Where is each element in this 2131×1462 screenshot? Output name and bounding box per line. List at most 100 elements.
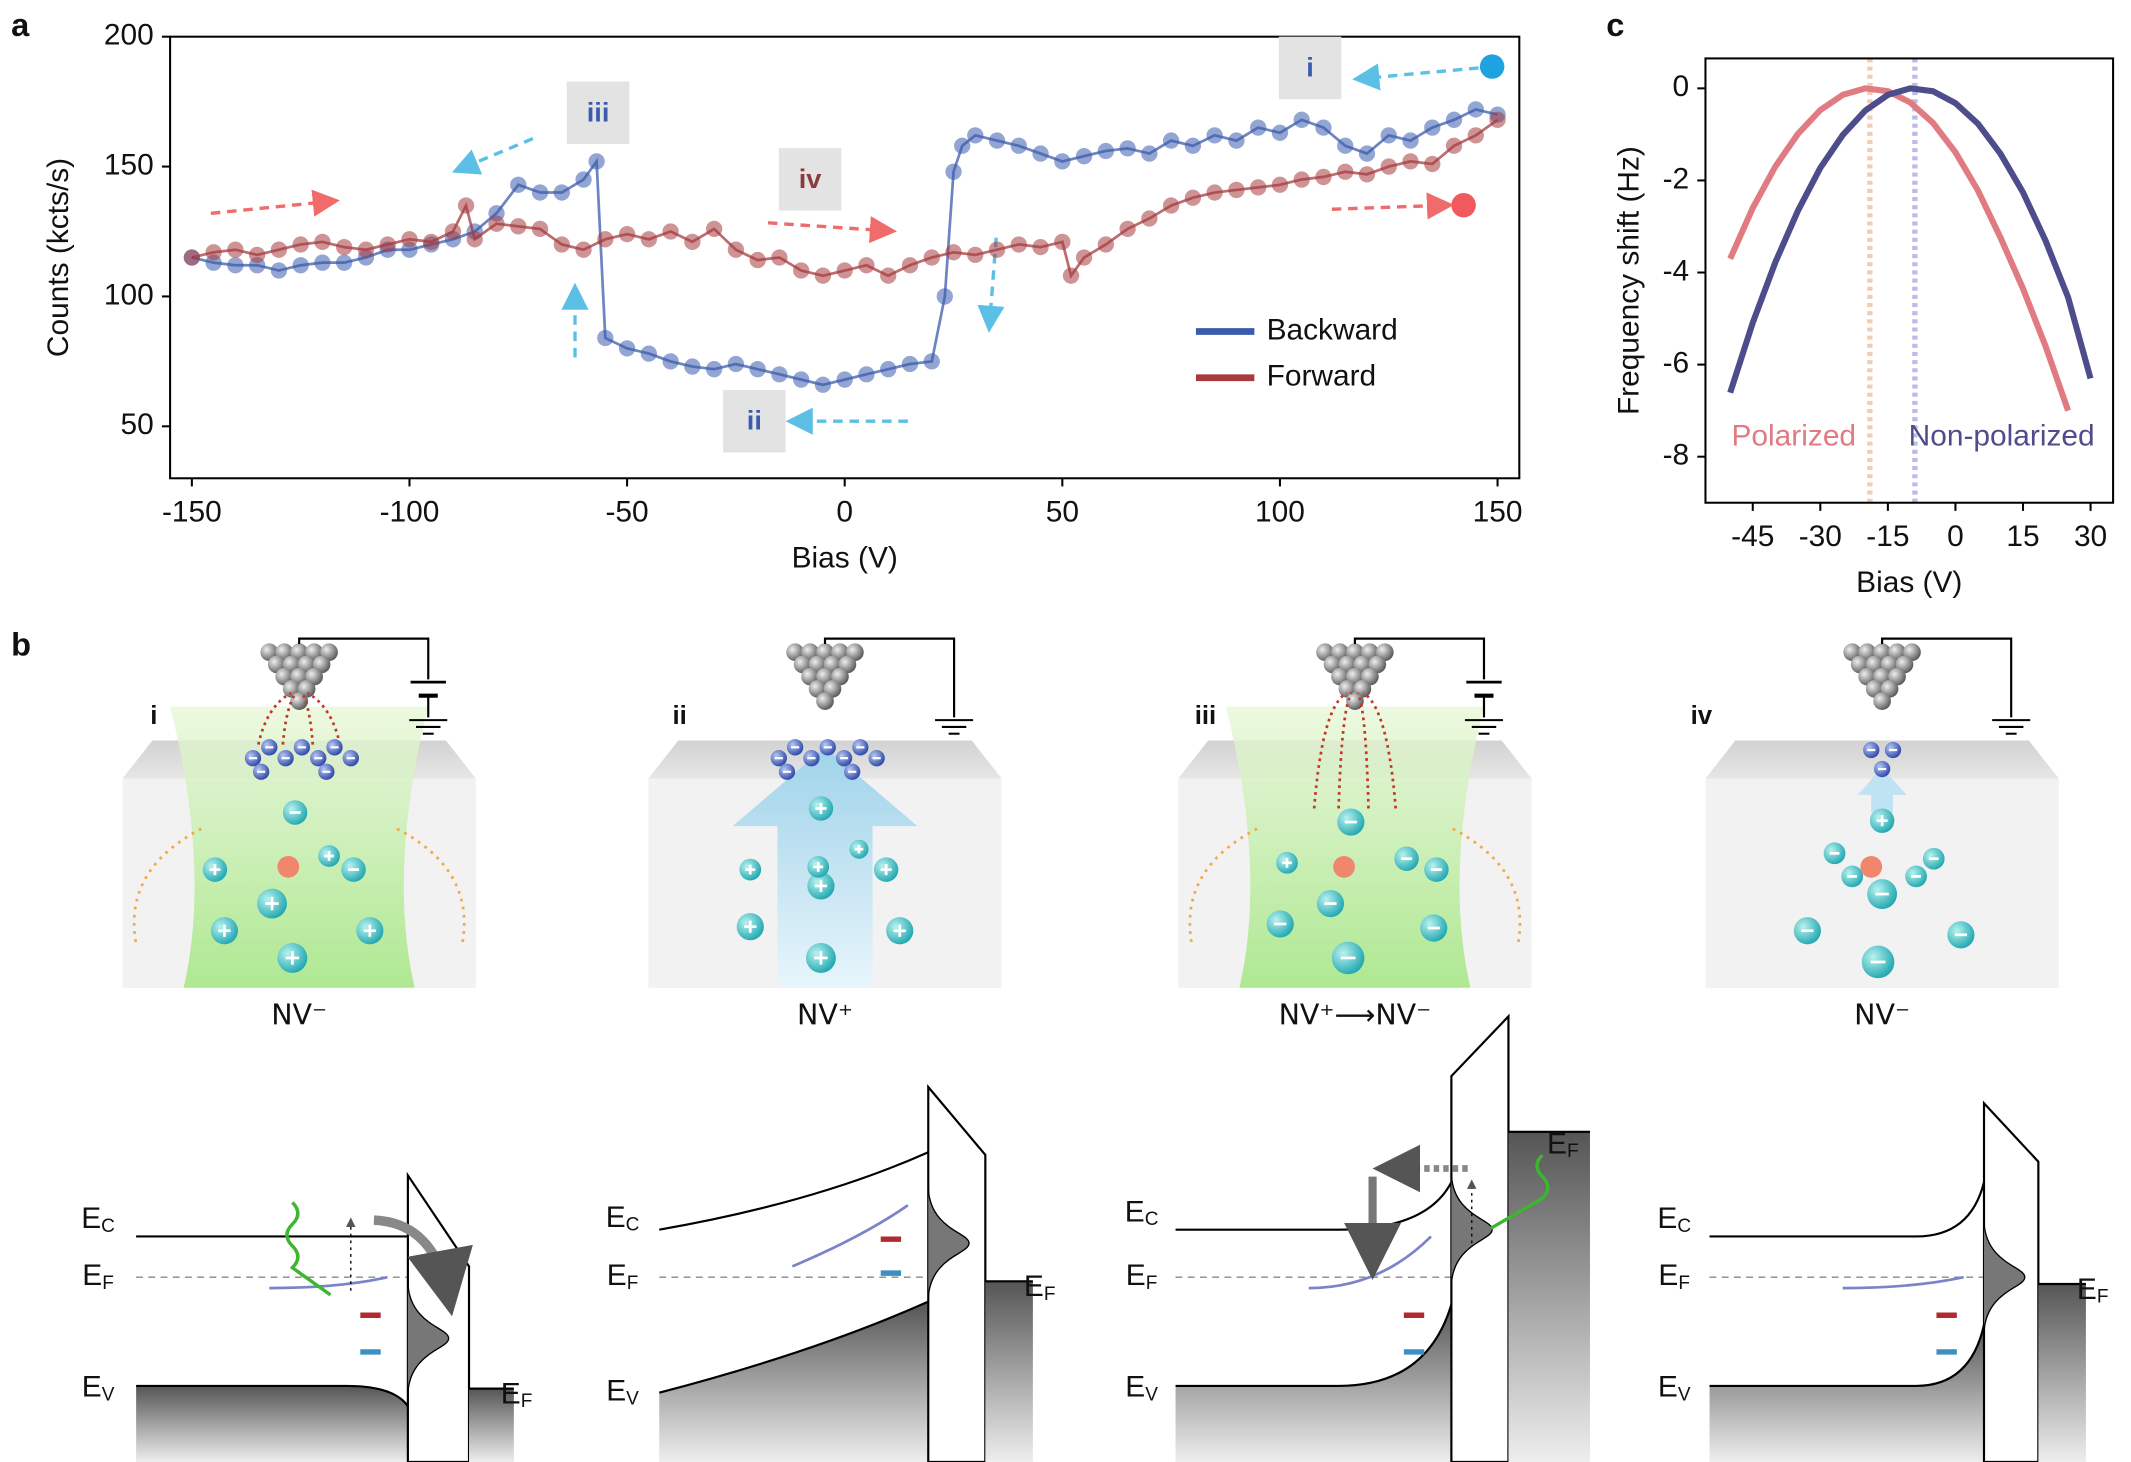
data-point [1489, 111, 1506, 128]
band-subscript: F [102, 1273, 114, 1294]
data-point [1162, 132, 1180, 149]
data-point [531, 220, 549, 238]
annotation-box [566, 81, 630, 145]
emission-arrow [1362, 691, 1398, 809]
data-point [814, 267, 832, 284]
y-tick-label: 200 [104, 19, 154, 52]
metal [985, 1281, 1033, 1462]
defect-level [1842, 1275, 1964, 1290]
data-point [988, 241, 1006, 258]
y-axis-label: Frequency shift (Hz) [1613, 146, 1646, 415]
data-point [1075, 249, 1093, 266]
data-point [1445, 111, 1463, 128]
band-symbol: E [606, 1375, 626, 1408]
conduction-band [659, 1151, 929, 1231]
data-point [1010, 236, 1027, 253]
data-point [510, 218, 527, 235]
data-point [1119, 220, 1136, 238]
barrier [927, 1084, 987, 1462]
data-point [1315, 168, 1332, 186]
data-point [1054, 233, 1071, 251]
data-point [336, 254, 353, 271]
nv-center [1333, 856, 1355, 878]
data-point [1424, 155, 1441, 173]
data-point [1271, 176, 1289, 193]
field-arrow [1857, 767, 1907, 813]
data-point [1467, 101, 1484, 118]
defect-level [791, 1204, 909, 1268]
x-tick-label: -150 [162, 495, 222, 528]
diffusion-arrow [1188, 827, 1258, 945]
data-point [1358, 166, 1376, 183]
x-tick-label: -100 [380, 495, 440, 528]
band-label: EC [606, 1201, 640, 1236]
band-label: EV [606, 1375, 639, 1410]
y-tick-label: 50 [121, 408, 154, 441]
data-point [936, 288, 953, 305]
metal [469, 1388, 514, 1462]
data-point [901, 257, 919, 274]
data-point [575, 171, 592, 188]
band-subscript: F [521, 1391, 533, 1412]
x-tick-label: 0 [1947, 520, 1964, 553]
roman-label: i [150, 702, 157, 730]
band-label: EV [1658, 1371, 1691, 1406]
legend-label: Backward [1267, 313, 1398, 346]
series-line [191, 107, 1498, 387]
panel-label: b [11, 625, 31, 662]
x-tick-label: -15 [1866, 520, 1909, 553]
data-point [1271, 124, 1289, 141]
data-point [1184, 189, 1202, 206]
emission-arrow [257, 691, 292, 745]
band-subscript: C [626, 1215, 640, 1236]
data-point [401, 231, 418, 248]
data-point [618, 340, 636, 357]
data-point [771, 366, 788, 383]
data-point [1062, 267, 1080, 284]
wire [298, 637, 430, 680]
valence-fill [136, 1385, 408, 1462]
charge-state: NV⁺ [797, 998, 853, 1031]
band-label: EF [1024, 1270, 1056, 1305]
roman-label: ii [672, 702, 686, 730]
metal [2038, 1284, 2086, 1462]
start-dot [1451, 192, 1476, 218]
data-point [662, 223, 679, 240]
data-point [1293, 171, 1310, 188]
data-point [1206, 127, 1223, 144]
surface-states [927, 1188, 970, 1298]
x-tick-label: -30 [1799, 520, 1842, 553]
data-point [954, 137, 971, 154]
valence-band [1709, 1324, 1986, 1387]
surface-states [1983, 1222, 2026, 1332]
wire [823, 637, 956, 718]
tip-atom [1873, 692, 1891, 710]
roman-label: iii [1195, 702, 1217, 730]
data-point [945, 244, 962, 261]
tip-atom [816, 692, 834, 710]
x-tick-label: 50 [1046, 495, 1079, 528]
valence-fill [1709, 1324, 1985, 1462]
data-point [531, 184, 549, 201]
band-subscript: F [1146, 1273, 1158, 1294]
y-tick-label: 150 [104, 148, 154, 181]
band-subscript: C [101, 1216, 115, 1237]
data-point [901, 355, 919, 373]
data-point [749, 251, 766, 269]
conduction-band [1709, 1181, 1986, 1238]
data-point [1054, 153, 1071, 170]
band-symbol: E [606, 1201, 626, 1234]
data-point [575, 241, 592, 258]
band-symbol: E [1125, 1371, 1145, 1404]
data-point [705, 361, 723, 378]
y-tick-label: -2 [1663, 162, 1690, 195]
data-point [597, 329, 614, 347]
band-symbol: E [1024, 1270, 1044, 1303]
annotation: iii [587, 96, 610, 127]
annotation-box [723, 389, 786, 453]
data-point [1402, 153, 1419, 170]
data-point [727, 355, 745, 373]
x-tick-label: -45 [1731, 520, 1774, 553]
diffusion-arrow [1452, 827, 1522, 945]
